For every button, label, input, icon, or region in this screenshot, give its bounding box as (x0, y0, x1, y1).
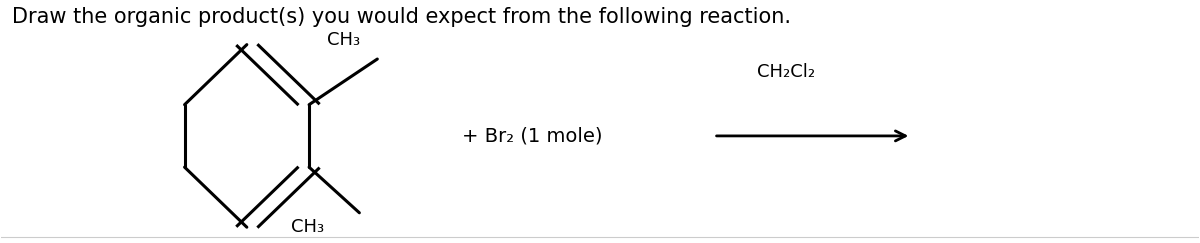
Text: CH₃: CH₃ (328, 31, 360, 49)
Text: CH₃: CH₃ (292, 217, 324, 236)
Text: Draw the organic product(s) you would expect from the following reaction.: Draw the organic product(s) you would ex… (12, 7, 791, 27)
Text: CH₂Cl₂: CH₂Cl₂ (756, 63, 815, 81)
Text: + Br₂ (1 mole): + Br₂ (1 mole) (462, 126, 602, 145)
